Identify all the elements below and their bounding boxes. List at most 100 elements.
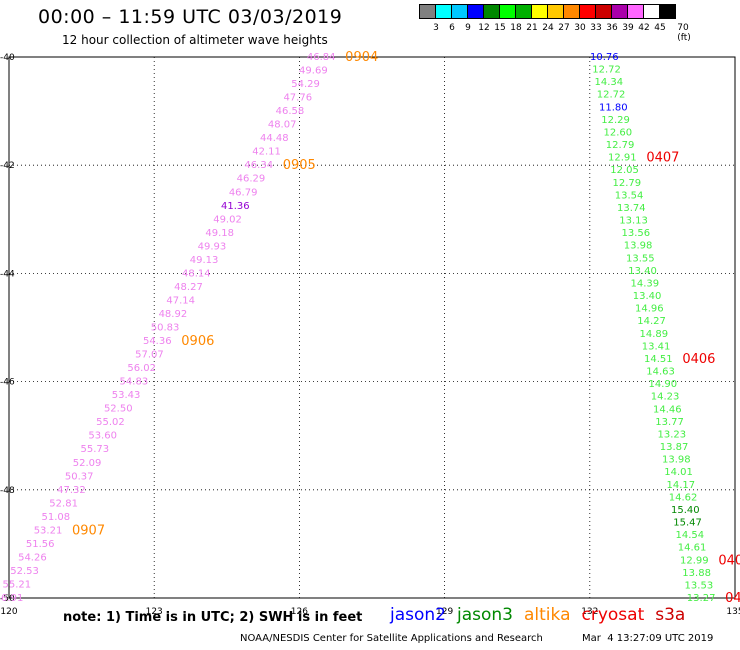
swh-value-label: 10.76 bbox=[590, 52, 619, 63]
swh-value-label: 12.79 bbox=[613, 178, 642, 189]
swh-value-label: 14.90 bbox=[649, 379, 678, 390]
swh-value-label: 14.54 bbox=[676, 530, 705, 541]
chart-subtitle: 12 hour collection of altimeter wave hei… bbox=[62, 33, 328, 47]
swh-value-label: 14.51 bbox=[644, 354, 673, 365]
swh-value-label: 54.36 bbox=[143, 336, 172, 347]
swh-value-label: 12.72 bbox=[597, 90, 626, 101]
swh-value-label: 46.29 bbox=[237, 174, 266, 185]
x-tick-label: 132 bbox=[581, 607, 598, 617]
swh-value-label: 54.26 bbox=[18, 552, 47, 563]
swh-value-label: 49.02 bbox=[213, 214, 242, 225]
swh-value-label: 13.41 bbox=[642, 341, 671, 352]
swh-value-label: 13.98 bbox=[662, 455, 691, 466]
color-scale-label: 39 bbox=[622, 23, 634, 33]
time-label: 0406 bbox=[682, 352, 715, 367]
swh-value-label: 51.56 bbox=[26, 539, 55, 550]
swh-value-label: 42.11 bbox=[252, 147, 281, 158]
swh-value-label: 13.40 bbox=[633, 291, 662, 302]
swh-value-label: 11.80 bbox=[599, 102, 628, 113]
swh-value-label: 12.05 bbox=[610, 165, 639, 176]
swh-value-label: 13.98 bbox=[624, 241, 653, 252]
swh-value-label: 12.72 bbox=[592, 65, 621, 76]
swh-value-label: 14.63 bbox=[646, 367, 675, 378]
swh-value-label: 46.79 bbox=[229, 187, 258, 198]
swh-value-label: 52.81 bbox=[49, 498, 78, 509]
legend-altika: altika bbox=[524, 605, 571, 625]
legend-cryosat: cryosat bbox=[581, 605, 645, 625]
swh-value-label: 52.50 bbox=[104, 404, 133, 415]
swh-value-label: 14.89 bbox=[640, 329, 669, 340]
swh-value-label: 49.18 bbox=[205, 228, 234, 239]
swh-value-label: 12.91 bbox=[608, 153, 637, 164]
time-label: 0905 bbox=[283, 158, 316, 173]
swh-value-label: 53.60 bbox=[88, 431, 117, 442]
color-scale: 3 6 9 12 15 18 21 24 27 30 33 36 39 42 45 70 (ft) bbox=[419, 4, 691, 43]
color-scale-label: 3 bbox=[433, 23, 439, 33]
swh-value-label: 14.34 bbox=[595, 77, 624, 88]
swh-value-label: 13.13 bbox=[619, 216, 648, 227]
swh-value-label: 14.96 bbox=[635, 304, 664, 315]
color-scale-label: 70 (ft) bbox=[677, 23, 691, 43]
color-scale-label: 12 bbox=[478, 23, 490, 33]
swh-value-label: 15.40 bbox=[671, 505, 700, 516]
satellite-legend: jason2 jason3 altika cryosat s3a bbox=[390, 605, 696, 625]
swh-value-label: 48.14 bbox=[182, 268, 211, 279]
color-scale-label: 9 bbox=[465, 23, 471, 33]
swh-value-label: 14.62 bbox=[669, 492, 698, 503]
color-scale-label: 27 bbox=[558, 23, 570, 33]
x-tick-label: 129 bbox=[436, 607, 453, 617]
swh-value-label: 47.76 bbox=[283, 93, 312, 104]
swh-value-label: 13.87 bbox=[660, 442, 689, 453]
y-tick-label: -44 bbox=[0, 269, 15, 279]
swh-value-label: 14.17 bbox=[667, 480, 696, 491]
y-tick-label: -48 bbox=[0, 486, 15, 496]
swh-value-label: 46.58 bbox=[276, 106, 305, 117]
swh-value-label: 54.83 bbox=[120, 377, 149, 388]
swh-value-label: 56.91 bbox=[0, 593, 23, 604]
y-tick-label: -46 bbox=[0, 378, 15, 388]
x-tick-label: 135 bbox=[726, 607, 740, 617]
swh-value-label: 56.02 bbox=[127, 363, 156, 374]
swh-value-label: 12.60 bbox=[604, 127, 633, 138]
swh-value-label: 57.07 bbox=[135, 350, 164, 361]
swh-value-label: 12.29 bbox=[601, 115, 630, 126]
credit-timestamp: Mar 4 13:27:09 UTC 2019 bbox=[582, 633, 714, 644]
color-scale-label: 15 bbox=[494, 23, 506, 33]
footnote: note: 1) Time is in UTC; 2) SWH is in fe… bbox=[63, 610, 363, 625]
time-label: 040 bbox=[718, 553, 740, 568]
swh-value-label: 54.29 bbox=[291, 79, 320, 90]
color-scale-label: 36 bbox=[606, 23, 618, 33]
swh-value-label: 49.69 bbox=[299, 66, 328, 77]
color-scale-label: 42 bbox=[638, 23, 650, 33]
legend-jason2: jason2 bbox=[390, 605, 446, 625]
color-scale-label: 33 bbox=[590, 23, 602, 33]
time-label: 0407 bbox=[646, 151, 679, 166]
time-label: 0907 bbox=[72, 523, 105, 538]
swh-value-label: 13.40 bbox=[628, 266, 657, 277]
swh-value-label: 47.32 bbox=[57, 485, 86, 496]
time-label: 0904 bbox=[345, 50, 378, 65]
swh-value-label: 12.79 bbox=[606, 140, 635, 151]
swh-value-label: 13.88 bbox=[682, 568, 711, 579]
credit-line: NOAA/NESDIS Center for Satellite Applica… bbox=[240, 633, 543, 644]
color-scale-label: 21 bbox=[526, 23, 538, 33]
plot-frame bbox=[8, 56, 736, 599]
y-tick-label: -42 bbox=[0, 161, 15, 171]
swh-value-label: 50.37 bbox=[65, 471, 94, 482]
color-scale-label: 6 bbox=[449, 23, 455, 33]
swh-value-label: 48.07 bbox=[268, 120, 297, 131]
swh-value-label: 48.27 bbox=[174, 282, 203, 293]
swh-value-label: 51.08 bbox=[42, 512, 71, 523]
color-scale-label: 24 bbox=[542, 23, 554, 33]
color-swatch bbox=[659, 4, 676, 19]
swh-value-label: 55.21 bbox=[2, 579, 31, 590]
swh-value-label: 53.21 bbox=[34, 525, 63, 536]
swh-value-label: 46.84 bbox=[307, 52, 336, 63]
y-tick-label: -50 bbox=[0, 594, 15, 604]
x-tick-label: 120 bbox=[0, 607, 17, 617]
swh-value-label: 13.74 bbox=[617, 203, 646, 214]
swh-value-label: 55.02 bbox=[96, 417, 125, 428]
swh-value-label: 13.23 bbox=[658, 429, 687, 440]
swh-value-label: 47.14 bbox=[166, 295, 195, 306]
